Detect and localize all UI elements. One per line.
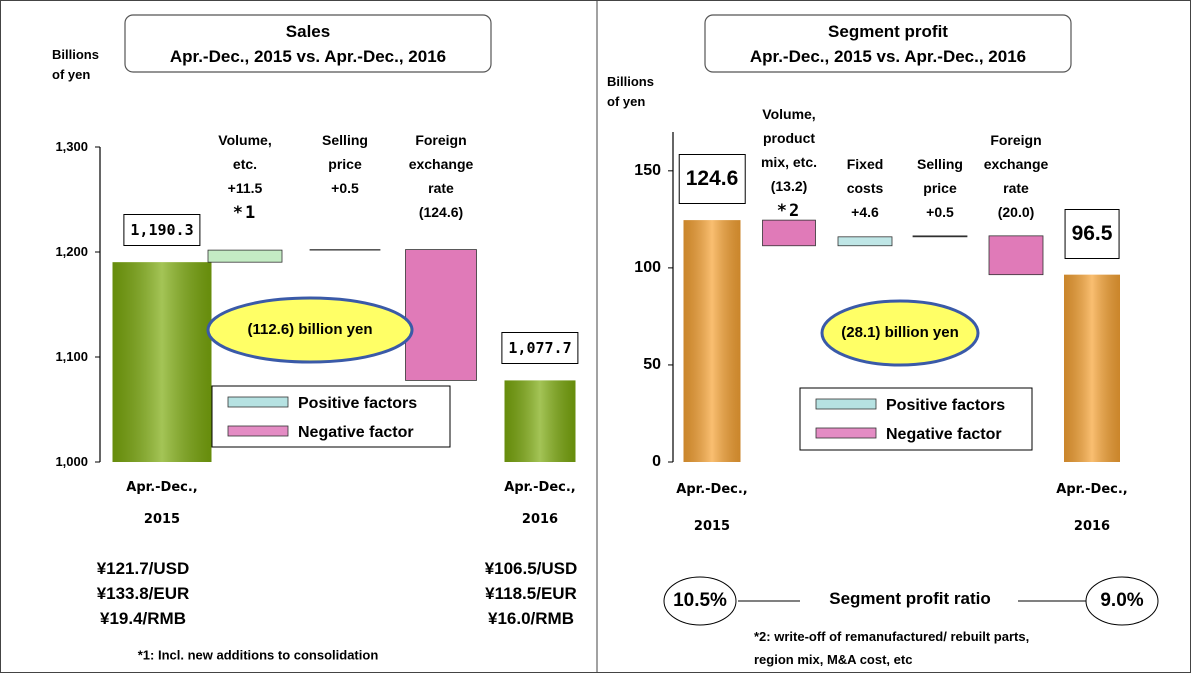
exchange-rate: ¥133.8/EUR bbox=[96, 584, 190, 603]
y-tick-label: 1,200 bbox=[55, 244, 88, 259]
x-category-label: Fixed costs bbox=[846, 156, 884, 196]
y-axis-label: Billions of yen bbox=[607, 74, 654, 109]
x-category-label: Apr.-Dec., 2015 bbox=[676, 482, 748, 534]
x-category-label: Foreign exchange rate bbox=[408, 132, 474, 196]
exchange-rate: ¥16.0/RMB bbox=[488, 609, 574, 628]
bar-shine bbox=[683, 220, 741, 462]
exchange-rate: ¥106.5/USD bbox=[484, 559, 578, 578]
legend-box bbox=[799, 387, 1033, 451]
y-tick-label: 0 bbox=[652, 453, 661, 470]
exchange-rate: ¥121.7/USD bbox=[96, 559, 190, 578]
bar bbox=[405, 249, 477, 381]
note-marker: *1 bbox=[232, 203, 258, 223]
ratio-value: 10.5% bbox=[673, 590, 727, 611]
x-category-label: Apr.-Dec., 2016 bbox=[504, 480, 576, 527]
bar bbox=[988, 235, 1044, 276]
legend-swatch bbox=[227, 425, 289, 437]
ratio-label: Segment profit ratio bbox=[829, 589, 991, 608]
legend-label: Positive factors bbox=[886, 397, 1006, 414]
x-category-label: Volume, etc. bbox=[218, 132, 272, 172]
chart-title: Segment profit bbox=[828, 22, 948, 41]
annotation: (28.1) billion yen bbox=[841, 324, 959, 341]
value-label: +4.6 bbox=[851, 204, 879, 220]
bar bbox=[837, 236, 893, 247]
y-tick-label: 150 bbox=[634, 161, 661, 179]
value-label: 1,190.3 bbox=[123, 214, 201, 247]
y-tick-label: 50 bbox=[643, 355, 661, 373]
annotation-ellipse bbox=[820, 299, 980, 367]
value-label: (13.2) bbox=[770, 178, 808, 194]
legend-swatch bbox=[227, 396, 289, 408]
legend-box bbox=[211, 385, 451, 448]
ratio-value: 9.0% bbox=[1100, 590, 1144, 611]
exchange-rate: ¥118.5/EUR bbox=[485, 584, 577, 603]
value-label: +0.5 bbox=[926, 204, 954, 220]
chart-subtitle: Apr.-Dec., 2015 vs. Apr.-Dec., 2016 bbox=[169, 47, 447, 66]
x-category-label: Selling price bbox=[322, 132, 368, 172]
factor-column: Selling price +0.5 bbox=[917, 152, 963, 224]
annotation-ellipse bbox=[206, 296, 414, 364]
value-label: +0.5 bbox=[331, 180, 359, 196]
value-label: 1,077.7 bbox=[501, 332, 579, 365]
x-category-label: Apr.-Dec., 2016 bbox=[1056, 482, 1128, 534]
factor-column: Foreign exchange rate (20.0) bbox=[984, 128, 1049, 224]
value-label: 124.6 bbox=[678, 154, 746, 205]
x-category-label: Selling price bbox=[917, 156, 963, 196]
chart-title: Sales bbox=[285, 22, 331, 41]
x-category-label: Apr.-Dec., 2015 bbox=[126, 480, 198, 527]
factor-column: Foreign exchange rate (124.6) bbox=[409, 128, 474, 224]
value-label: (124.6) bbox=[418, 204, 464, 220]
y-tick-label: 100 bbox=[634, 258, 661, 276]
factor-column: Selling price +0.5 bbox=[322, 128, 368, 200]
footnote: *2: write-off of remanufactured/ rebuilt… bbox=[754, 629, 1030, 667]
ratio-ellipse bbox=[1085, 576, 1159, 626]
legend-swatch bbox=[815, 427, 877, 439]
annotation: (112.6) billion yen bbox=[247, 321, 373, 338]
legend-label: Negative factor bbox=[298, 424, 414, 441]
legend-swatch bbox=[815, 398, 877, 410]
factor-column: Volume, product mix, etc. (13.2) *2 bbox=[761, 102, 817, 224]
legend-label: Negative factor bbox=[886, 426, 1002, 443]
y-tick-label: 1,100 bbox=[55, 349, 88, 364]
chart-subtitle: Apr.-Dec., 2015 vs. Apr.-Dec., 2016 bbox=[749, 47, 1027, 66]
y-axis-label: Billions of yen bbox=[52, 47, 99, 82]
legend-label: Positive factors bbox=[298, 395, 418, 412]
value-label: +11.5 bbox=[227, 180, 263, 196]
exchange-rate: ¥19.4/RMB bbox=[100, 609, 186, 628]
x-category-label: Volume, product mix, etc. bbox=[760, 106, 818, 170]
bar-shine bbox=[112, 262, 212, 462]
factor-column: Fixed costs +4.6 bbox=[847, 152, 884, 224]
bar-shine bbox=[1064, 274, 1120, 462]
y-tick-label: 1,000 bbox=[55, 454, 88, 469]
bar bbox=[762, 219, 816, 247]
x-category-label: Foreign exchange rate bbox=[983, 132, 1049, 196]
value-label: (20.0) bbox=[997, 204, 1035, 220]
footnote: *1: Incl. new additions to consolidation bbox=[137, 647, 379, 663]
title-box bbox=[704, 14, 1072, 73]
bar bbox=[912, 235, 968, 238]
title-box bbox=[124, 14, 492, 73]
factor-column: Volume, etc. +11.5 *1 bbox=[218, 128, 271, 226]
bar-shine bbox=[504, 380, 576, 462]
value-label: 96.5 bbox=[1064, 208, 1120, 259]
ratio-ellipse bbox=[663, 576, 737, 626]
y-tick-label: 1,300 bbox=[55, 139, 88, 154]
note-marker: *2 bbox=[776, 201, 802, 221]
bar bbox=[309, 249, 381, 251]
bar bbox=[207, 249, 283, 263]
